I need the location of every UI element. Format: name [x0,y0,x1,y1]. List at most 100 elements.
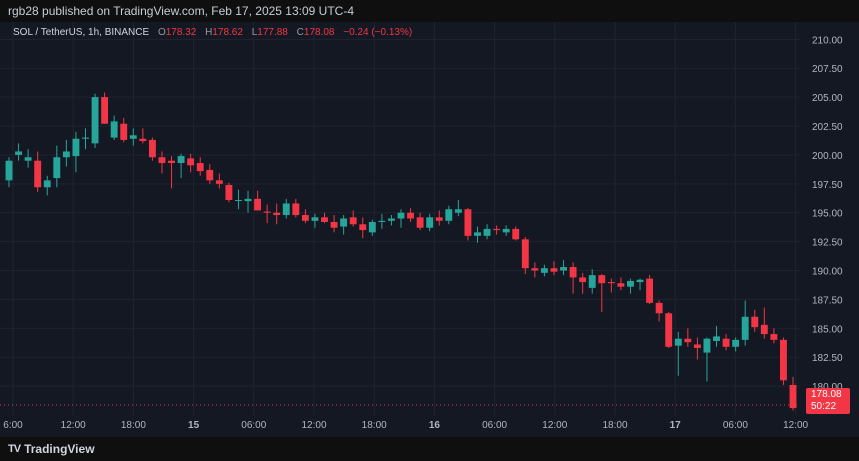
candle-body [387,218,395,221]
ohlc-legend: SOL / TetherUS, 1h, BINANCE O178.32 H178… [13,27,412,38]
high-value: 178.62 [212,27,243,38]
candle [531,262,539,278]
candle-body [273,212,281,216]
candle [693,337,701,360]
candle [43,175,51,196]
time-axis: 6:00 12:00 18:00 15 06:00 12:00 18:00 16 06:00 12… [3,420,808,431]
candle [72,131,80,173]
candle-body [617,283,625,287]
candle [607,278,615,293]
candle-body [760,324,768,335]
chart-frame[interactable]: 210.00 207.50 205.00 202.50 200.00 197.50 195.… [0,22,859,437]
candle-body [684,338,692,343]
candle-body [215,180,223,184]
candle-body [722,338,730,347]
candle-body [139,138,147,142]
candle-body [110,121,118,138]
candle [359,217,367,239]
publish-header: rgb28 published on TradingView.com, Feb … [0,0,859,22]
candle [502,225,510,236]
candle-body [627,280,634,287]
candle [15,143,23,161]
candle-body [454,209,462,213]
candle [321,212,328,224]
candle [158,151,166,174]
candle-body [560,267,567,271]
candle-body [464,209,472,236]
candle [779,337,787,385]
candle-body [378,220,386,222]
candle-body [129,135,137,139]
candle [407,208,415,222]
y-tick-label: 207.50 [812,64,843,75]
x-tick-label: 12:00 [783,420,808,431]
candle [550,261,558,276]
candle-body [148,139,156,158]
grid-lines [0,22,800,415]
x-tick-label: 12:00 [542,420,567,431]
publish-line: rgb28 published on TradingView.com, Feb … [8,4,354,18]
candle [378,213,386,229]
candle-body [101,97,109,124]
candle-body [196,163,204,172]
candle [588,269,596,294]
open-value: 178.32 [165,27,197,38]
symbol-label: SOL / TetherUS, 1h, BINANCE [13,27,150,38]
candle [24,149,32,168]
candle [34,151,42,192]
candle [474,226,481,243]
y-tick-label: 192.50 [812,238,843,249]
candle [340,215,348,235]
candle-body [301,215,309,221]
y-tick-label: 195.00 [812,209,843,220]
candle-body [741,316,749,340]
candle-body [483,228,491,236]
x-tick-label: 18:00 [121,420,146,431]
candle [225,182,233,203]
candle [760,307,768,339]
y-tick-label: 200.00 [812,151,843,162]
candle-body [445,209,453,221]
x-tick-label: 16 [429,420,441,431]
candle [674,331,682,376]
last-price-tag: 178.08 50:22 [806,388,850,414]
candle [368,219,376,236]
candle [770,328,778,344]
candle-body [263,211,271,213]
candle-body [168,160,175,164]
candle-body [82,137,89,139]
candle [244,190,252,213]
candle [426,213,434,232]
candle [722,334,730,351]
candle [206,164,214,184]
y-tick-label: 205.00 [812,93,843,104]
candle [493,225,501,235]
candle [483,224,491,240]
candle [148,137,156,161]
candlestick-chart[interactable]: 210.00 207.50 205.00 202.50 200.00 197.50 195.… [0,22,859,437]
candle [187,153,195,173]
tradingview-logo[interactable]: TV TradingView [8,442,95,456]
candle [292,198,300,218]
candle-body [713,336,720,342]
y-tick-label: 197.50 [812,180,843,191]
candle-body [512,228,520,240]
candle-body [24,157,32,161]
candle-body [5,160,13,181]
candle [101,92,109,124]
candle [91,93,99,148]
candle [521,236,529,274]
x-tick-label: 06:00 [241,420,266,431]
candle [62,139,70,167]
candle [282,198,290,219]
candle-body [235,200,242,202]
candle-body [770,334,778,340]
candle [254,190,262,211]
tradingview-logo-icon: TV [8,443,21,455]
candle [617,277,625,291]
candle-body [703,338,711,353]
last-price-value: 178.08 [811,389,842,400]
candle-body [158,157,166,164]
candle-body [435,217,443,221]
candle [646,275,654,305]
